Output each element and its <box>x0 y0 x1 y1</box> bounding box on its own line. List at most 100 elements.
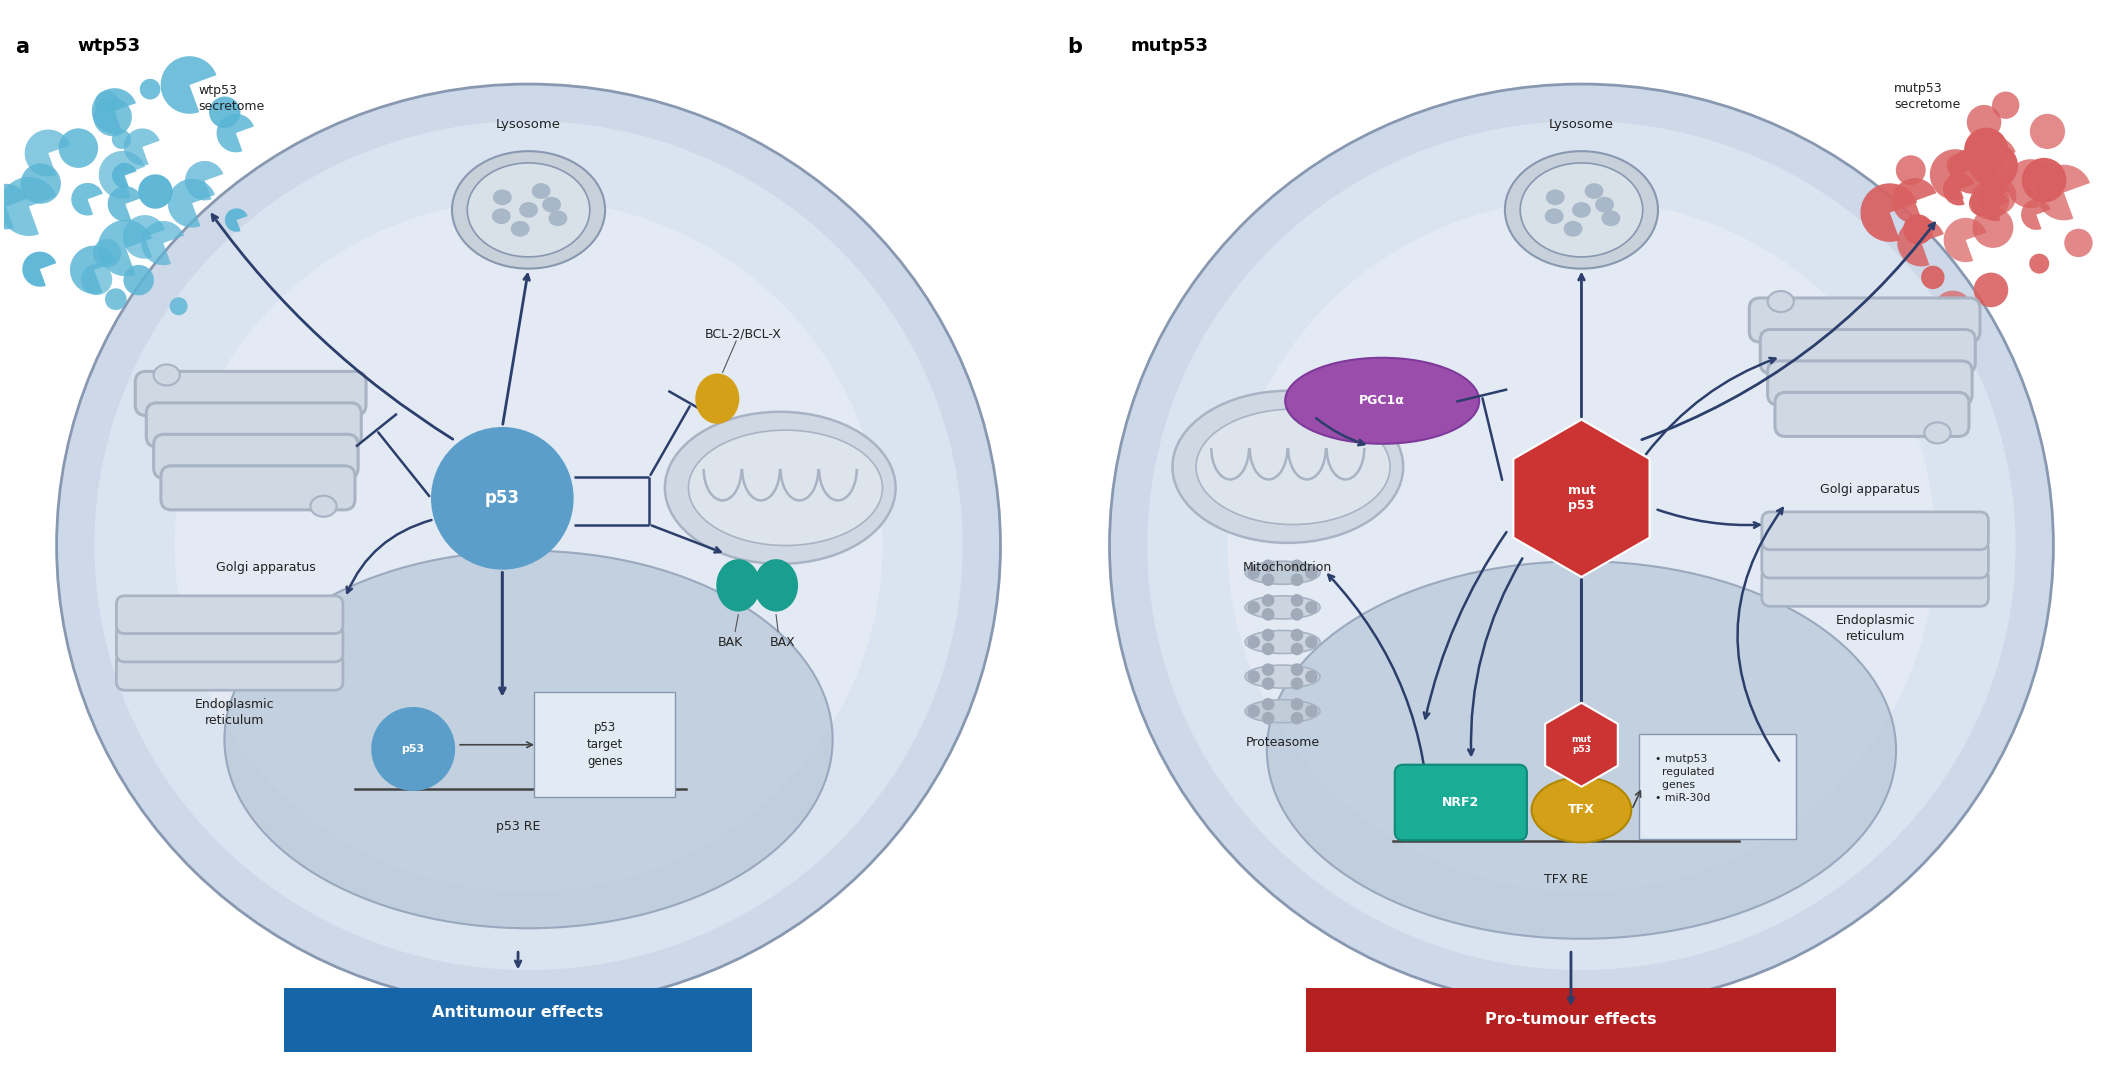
Wedge shape <box>0 177 57 236</box>
FancyBboxPatch shape <box>116 652 344 691</box>
Wedge shape <box>93 88 135 134</box>
Text: wtp53: wtp53 <box>78 37 141 55</box>
Circle shape <box>1262 595 1274 607</box>
Text: TFX: TFX <box>1568 803 1595 816</box>
Circle shape <box>1306 705 1319 718</box>
Ellipse shape <box>1924 422 1950 443</box>
Ellipse shape <box>1196 409 1390 525</box>
Text: a: a <box>15 37 30 57</box>
Circle shape <box>21 164 61 204</box>
Ellipse shape <box>1245 699 1321 722</box>
FancyBboxPatch shape <box>1395 765 1528 840</box>
Text: p53 RE: p53 RE <box>496 820 540 834</box>
Circle shape <box>1950 148 1994 194</box>
Ellipse shape <box>1595 196 1614 213</box>
Circle shape <box>1992 92 2019 119</box>
Circle shape <box>209 96 241 128</box>
Circle shape <box>1291 574 1304 586</box>
Wedge shape <box>99 151 146 199</box>
Ellipse shape <box>57 84 1000 1007</box>
FancyBboxPatch shape <box>1639 734 1796 839</box>
FancyBboxPatch shape <box>154 434 359 478</box>
Ellipse shape <box>95 121 962 970</box>
Ellipse shape <box>1148 121 2015 970</box>
Text: wtp53
secretome: wtp53 secretome <box>198 84 264 113</box>
FancyBboxPatch shape <box>1762 568 1988 607</box>
Text: p53: p53 <box>401 744 424 754</box>
Circle shape <box>106 288 127 310</box>
Circle shape <box>1262 663 1274 676</box>
FancyBboxPatch shape <box>1749 298 1979 343</box>
Polygon shape <box>1545 703 1618 787</box>
Ellipse shape <box>1519 163 1644 256</box>
Ellipse shape <box>1245 666 1321 688</box>
Text: Endoplasmic
reticulum: Endoplasmic reticulum <box>194 697 274 727</box>
Ellipse shape <box>1532 777 1631 842</box>
Circle shape <box>1973 143 2017 189</box>
Wedge shape <box>1897 218 1943 266</box>
Circle shape <box>139 79 160 99</box>
Ellipse shape <box>532 183 551 199</box>
Circle shape <box>112 130 131 148</box>
Wedge shape <box>169 179 215 228</box>
Text: PGC1α: PGC1α <box>1359 394 1405 407</box>
Wedge shape <box>2007 159 2053 208</box>
Circle shape <box>1306 566 1319 579</box>
Circle shape <box>1291 608 1304 621</box>
FancyBboxPatch shape <box>116 596 344 634</box>
Text: mutp53
secretome: mutp53 secretome <box>1895 82 1960 111</box>
FancyBboxPatch shape <box>116 624 344 662</box>
Circle shape <box>1262 698 1274 710</box>
Circle shape <box>1971 181 2009 219</box>
Circle shape <box>1306 670 1319 683</box>
Wedge shape <box>108 187 141 221</box>
Text: Golgi apparatus: Golgi apparatus <box>1821 482 1920 495</box>
Wedge shape <box>1943 173 1975 205</box>
Text: • mutp53
  regulated
  genes
• miR-30d: • mutp53 regulated genes • miR-30d <box>1654 754 1713 803</box>
Wedge shape <box>141 221 184 265</box>
Circle shape <box>1291 560 1304 572</box>
Circle shape <box>122 265 154 296</box>
FancyBboxPatch shape <box>135 371 365 416</box>
Wedge shape <box>124 129 160 166</box>
Circle shape <box>1291 595 1304 607</box>
Circle shape <box>93 239 120 267</box>
Ellipse shape <box>519 202 538 218</box>
Ellipse shape <box>715 559 760 612</box>
Ellipse shape <box>466 163 591 256</box>
Wedge shape <box>112 163 137 189</box>
Circle shape <box>371 707 456 791</box>
Text: Pro-tumour effects: Pro-tumour effects <box>1485 1012 1656 1027</box>
FancyBboxPatch shape <box>285 988 751 1052</box>
Ellipse shape <box>1545 208 1564 224</box>
Text: b: b <box>1068 37 1082 57</box>
Ellipse shape <box>1173 391 1403 543</box>
Text: BAX: BAX <box>770 636 795 649</box>
Circle shape <box>1262 560 1274 572</box>
Ellipse shape <box>494 190 513 205</box>
Circle shape <box>1262 712 1274 724</box>
Circle shape <box>1920 266 1945 289</box>
Text: mutp53: mutp53 <box>1131 37 1209 55</box>
Circle shape <box>1903 215 1933 244</box>
Wedge shape <box>1943 218 1986 262</box>
Circle shape <box>1964 128 2009 171</box>
Ellipse shape <box>224 551 833 928</box>
Text: Golgi apparatus: Golgi apparatus <box>217 561 316 574</box>
Circle shape <box>1247 566 1260 579</box>
Ellipse shape <box>175 200 882 891</box>
Ellipse shape <box>753 559 798 612</box>
Circle shape <box>1291 643 1304 656</box>
Ellipse shape <box>154 364 179 385</box>
Circle shape <box>2064 229 2093 257</box>
Text: p53
target
genes: p53 target genes <box>587 721 622 768</box>
Ellipse shape <box>1245 631 1321 654</box>
Text: mut
p53: mut p53 <box>1572 735 1591 755</box>
Circle shape <box>1306 636 1319 648</box>
Circle shape <box>1247 705 1260 718</box>
Circle shape <box>1933 290 1973 329</box>
Circle shape <box>1247 670 1260 683</box>
Wedge shape <box>1861 183 1918 242</box>
Circle shape <box>430 427 574 570</box>
Ellipse shape <box>1585 183 1604 199</box>
